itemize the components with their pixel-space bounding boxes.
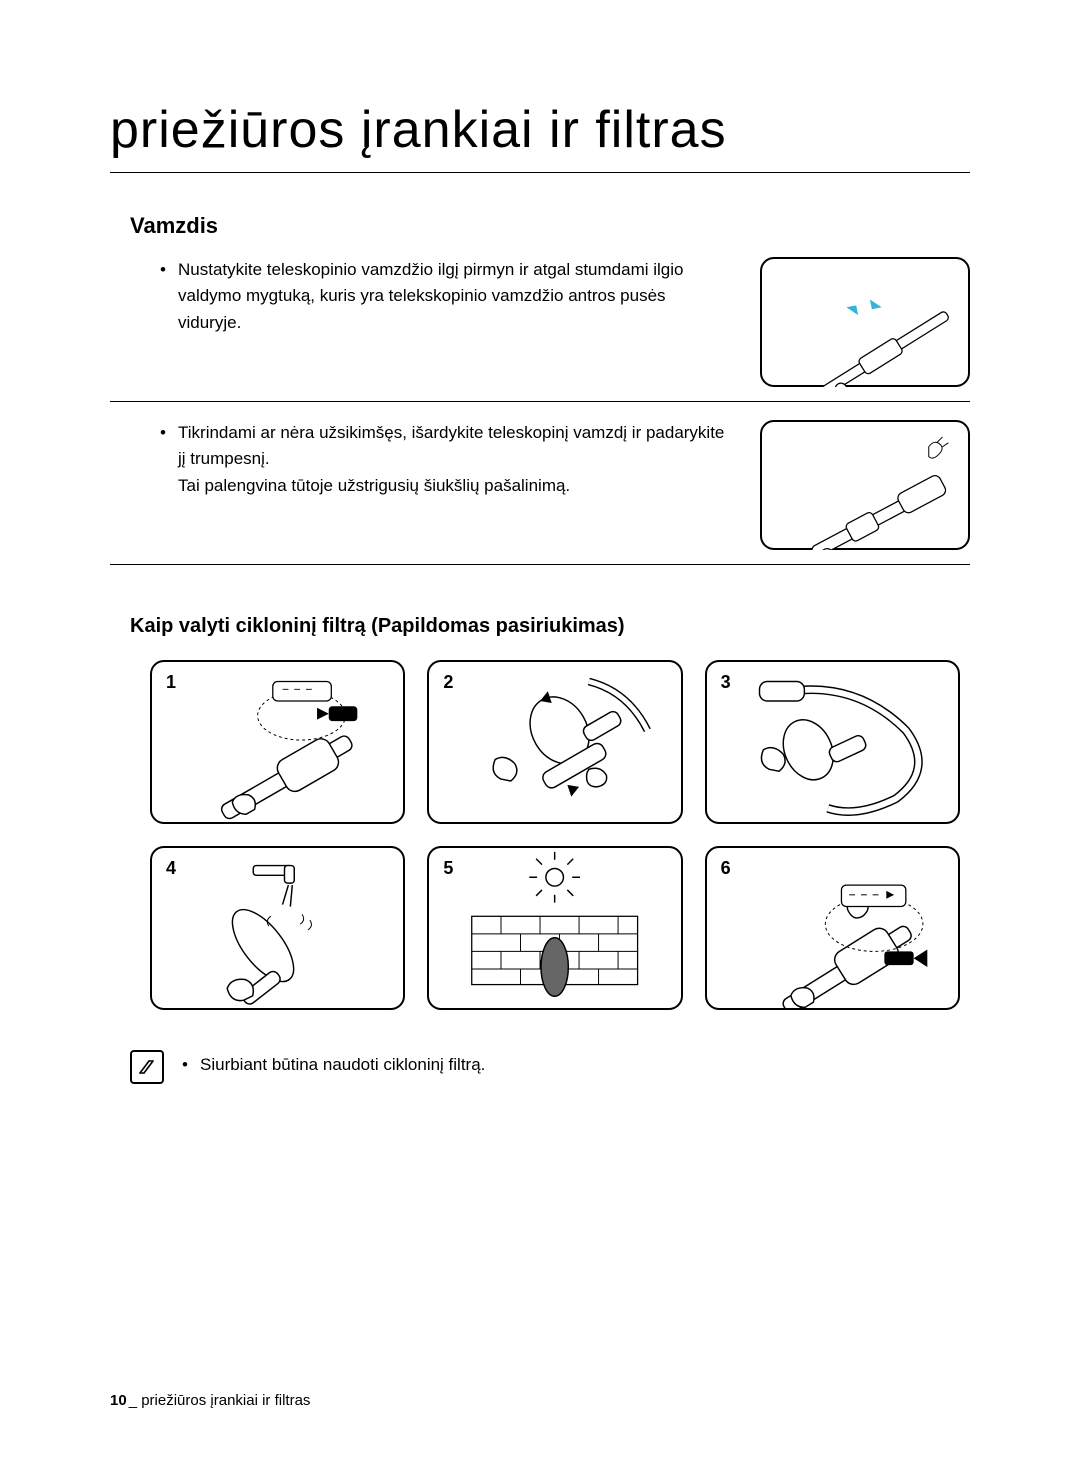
note-row: Siurbiant būtina naudoti cikloninį filtr…	[130, 1050, 970, 1084]
vamzdis-row-1: Nustatykite teleskopinio vamzdžio ilgį p…	[110, 249, 970, 401]
section-vamzdis: Vamzdis Nustatykite teleskopinio vamzdži…	[110, 213, 970, 565]
vamzdis-row-2: Tikrindami ar nėra užsikimšęs, išardykit…	[110, 412, 970, 564]
vamzdis-text-2: Tikrindami ar nėra užsikimšęs, išardykit…	[110, 420, 730, 499]
step-box-5: 5	[427, 846, 682, 1010]
step-box-6: 6	[705, 846, 960, 1010]
vamzdis-bullet-1: Nustatykite teleskopinio vamzdžio ilgį p…	[160, 257, 730, 336]
footer-separator: _	[129, 1392, 142, 1409]
step-box-2: 2	[427, 660, 682, 824]
note-bullet: Siurbiant būtina naudoti cikloninį filtr…	[182, 1055, 485, 1075]
step-box-4: 4	[150, 846, 405, 1010]
divider-2	[110, 564, 970, 565]
note-icon	[130, 1050, 164, 1084]
vamzdis-bullet-2: Tikrindami ar nėra užsikimšęs, išardykit…	[160, 420, 730, 499]
divider-1	[110, 401, 970, 402]
page-title: priežiūros įrankiai ir filtras	[110, 100, 970, 173]
footer-page-number: 10	[110, 1392, 127, 1409]
vamzdis-figure-1	[760, 257, 970, 387]
note-text: Siurbiant būtina naudoti cikloninį filtr…	[182, 1050, 485, 1075]
step-box-1: 1	[150, 660, 405, 824]
step-grid: 1 2	[150, 660, 960, 1010]
vamzdis-text-1: Nustatykite teleskopinio vamzdžio ilgį p…	[110, 257, 730, 336]
vamzdis-bullet-2b: Tai palengvina tūtoje užstrigusių šiukšl…	[178, 476, 570, 495]
vamzdis-bullet-2a: Tikrindami ar nėra užsikimšęs, išardykit…	[178, 423, 724, 468]
vamzdis-figure-2	[760, 420, 970, 550]
step-box-3: 3	[705, 660, 960, 824]
heading-vamzdis: Vamzdis	[130, 213, 970, 239]
page-footer: 10_ priežiūros įrankiai ir filtras	[110, 1392, 310, 1409]
footer-label: priežiūros įrankiai ir filtras	[141, 1392, 310, 1409]
heading-cyclone: Kaip valyti cikloninį filtrą (Papildomas…	[130, 615, 970, 638]
